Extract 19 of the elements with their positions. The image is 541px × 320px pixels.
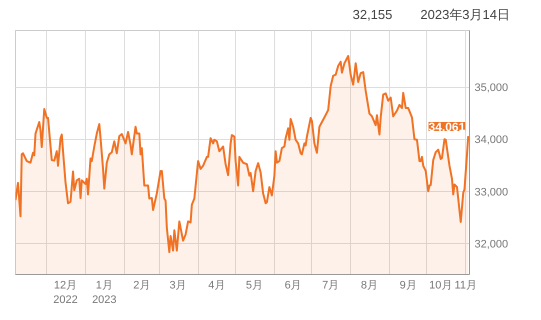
- text: 32,155: [352, 7, 392, 22]
- x-tick-label: 10月: [429, 280, 452, 292]
- text: 2023年3月14日: [420, 7, 510, 22]
- y-tick-label: 32,000: [474, 238, 508, 250]
- annotation: 34,061: [428, 120, 466, 134]
- y-tick-label: 33,000: [474, 186, 508, 198]
- x-tick-label: 7月: [322, 280, 340, 292]
- x-tick-label: 1月 2023: [92, 280, 117, 306]
- x-tick-label: 12月 2022: [53, 280, 78, 306]
- x-tick-label: 6月: [284, 280, 302, 292]
- y-tick-label: 35,000: [474, 82, 508, 94]
- x-tick-label: 5月: [246, 280, 263, 292]
- x-tick-label: 8月: [360, 280, 378, 292]
- x-tick-label: 9月: [400, 280, 417, 292]
- x-tick-label: 3月: [170, 280, 187, 292]
- x-tick-label: 11月: [454, 280, 477, 292]
- x-tick-label: 4月: [208, 280, 226, 292]
- y-tick-label: 34,000: [474, 134, 508, 146]
- x-tick-label: 2月: [133, 280, 150, 292]
